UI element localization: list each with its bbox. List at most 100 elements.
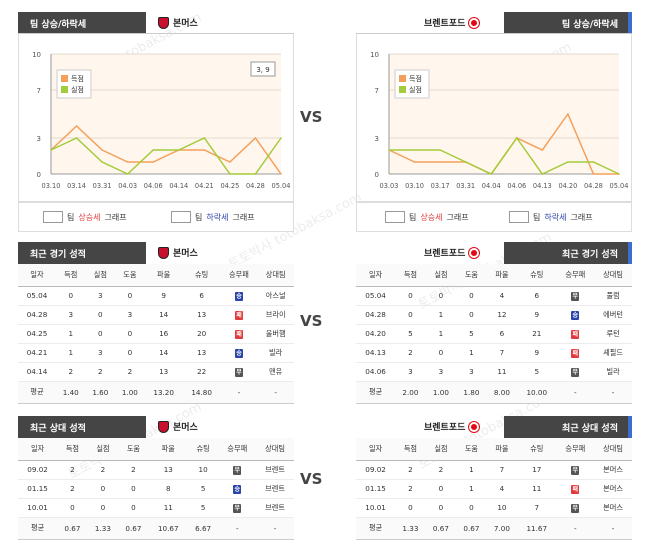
- data-point: [413, 149, 416, 151]
- table-cell: 0: [425, 286, 457, 306]
- line-chart: 0 3 7 10 03.10 03.14 03.31 04.03 04.06 04.14 04.21…: [32, 51, 291, 190]
- column-header: 슈팅: [517, 438, 557, 461]
- average-cell: 1.00: [115, 381, 145, 404]
- average-cell: -: [257, 381, 294, 404]
- line-graph-icon: [171, 211, 191, 223]
- team-name: 본머스: [173, 19, 198, 29]
- column-header: 도움: [118, 438, 149, 461]
- table-row: 09.02 2 2 2 13 10 무 브렌트: [18, 460, 294, 480]
- table-cell: 0: [87, 479, 119, 499]
- team-name: 본머스: [173, 423, 198, 433]
- x-tick-label: 04.04: [482, 182, 501, 190]
- table-cell: 3: [55, 305, 86, 325]
- column-header: 슈팅: [187, 438, 219, 461]
- data-point: [50, 149, 52, 151]
- table-cell: 2: [395, 343, 426, 363]
- table-cell: 05.04: [18, 286, 56, 306]
- chart-legend-bar: 팀 상승세 그래프 팀 하락세 그래프: [356, 202, 632, 232]
- header-tab: 최근 상대 성적: [504, 416, 632, 438]
- result-badge: 무: [571, 291, 580, 301]
- series-line-concede: [50, 137, 282, 175]
- table-cell: 1: [55, 324, 86, 344]
- result-badge: 무: [571, 503, 580, 513]
- table-cell: 3: [425, 362, 457, 382]
- x-tick-label: 04.14: [169, 182, 188, 190]
- rise-graph-toggle[interactable]: 팀 상승세 그래프: [43, 211, 127, 223]
- data-point: [75, 137, 78, 139]
- table-cell: 3: [85, 343, 116, 363]
- result-badge: 승: [234, 291, 243, 301]
- fall-graph-toggle[interactable]: 팀 하락세 그래프: [509, 211, 593, 223]
- average-cell: 10.00: [517, 381, 557, 404]
- x-tick-label: 03.17: [431, 182, 450, 190]
- table-cell: 09.02: [356, 460, 396, 480]
- table-cell: 5: [517, 362, 557, 382]
- table-cell: 브라이: [257, 305, 294, 325]
- table-cell: 1: [456, 460, 487, 480]
- table-cell: 에버턴: [594, 305, 632, 325]
- table-cell: 0: [115, 343, 145, 363]
- header-accent: [628, 242, 632, 264]
- panel-header: 브렌트포드 최근 경기 성적: [356, 242, 632, 264]
- table-cell: 2: [87, 460, 119, 480]
- h2h-panel-left: 최근 상대 성적 본머스 일자 득점 실점 도움 파울 슈팅 승무패 상대팀 09.02 2 2 2 1…: [18, 416, 294, 540]
- data-point: [101, 161, 103, 163]
- x-tick-label: 03.31: [456, 182, 475, 190]
- result-badge: 무: [571, 367, 580, 377]
- table-cell: 0: [118, 479, 149, 499]
- table-cell: 13: [182, 305, 221, 325]
- result-cell: 패: [220, 324, 258, 344]
- result-badge: 무: [233, 503, 242, 513]
- column-header: 승무패: [556, 264, 595, 287]
- average-cell: 8.00: [486, 381, 518, 404]
- table-cell: 0: [425, 343, 457, 363]
- brentford-crest-icon: [469, 17, 480, 28]
- data-point: [152, 149, 155, 151]
- average-cell: -: [556, 381, 595, 404]
- header-tab: 팀 상승/하락세: [504, 12, 632, 34]
- y-tick-label: 7: [37, 87, 41, 95]
- result-cell: 패: [556, 343, 595, 363]
- x-tick-label: 05.04: [272, 182, 291, 190]
- rise-graph-toggle[interactable]: 팀 상승세 그래프: [385, 211, 469, 223]
- average-cell: 0.67: [456, 517, 487, 540]
- table-cell: 0: [57, 498, 88, 518]
- team-name: 브렌트포드: [424, 249, 466, 259]
- column-header: 상대팀: [257, 264, 294, 287]
- table-cell: 빌라: [594, 362, 632, 382]
- fall-graph-toggle[interactable]: 팀 하락세 그래프: [171, 211, 255, 223]
- average-cell: 1.33: [87, 517, 119, 540]
- h2h-panel-right: 브렌트포드 최근 상대 성적 일자 득점 실점 도움 파울 슈팅 승무패 상대팀 09.02 2 2…: [356, 416, 632, 540]
- x-tick-label: 03.03: [380, 182, 399, 190]
- average-cell: 1.00: [425, 381, 457, 404]
- column-header: 파울: [148, 438, 188, 461]
- table-cell: 1: [456, 479, 487, 499]
- table-row: 04.13 2 0 1 7 9 패 셰필드: [356, 343, 632, 363]
- stats-table: 일자 득점 실점 도움 파울 슈팅 승무패 상대팀 05.04 0 3 0 9 6 승 아스널 04.28 3 0 3…: [18, 264, 294, 404]
- x-tick-label: 04.20: [558, 182, 577, 190]
- table-cell: 3: [456, 362, 487, 382]
- data-point: [618, 173, 620, 175]
- data-point: [592, 161, 595, 163]
- team-label: 본머스: [158, 420, 198, 433]
- tooltip-text: 3, 9: [256, 66, 269, 74]
- column-header: 일자: [356, 438, 396, 461]
- table-cell: 6: [182, 286, 221, 306]
- header-tab: 최근 상대 성적: [18, 416, 146, 438]
- recent-panel-right: 브렌트포드 최근 경기 성적 일자 득점 실점 도움 파울 슈팅 승무패 상대팀 05.04 0 0…: [356, 242, 632, 404]
- data-point: [541, 149, 544, 151]
- column-header: 승무패: [220, 264, 258, 287]
- average-label: 평균: [356, 381, 396, 404]
- table-cell: 9: [517, 305, 557, 325]
- table-row: 04.20 5 1 5 6 21 패 루턴: [356, 324, 632, 344]
- table-cell: 4: [486, 479, 518, 499]
- data-point: [515, 137, 518, 139]
- table-cell: 10.01: [356, 498, 396, 518]
- column-header: 상대팀: [594, 264, 632, 287]
- data-point: [464, 161, 467, 163]
- table-cell: 04.20: [356, 324, 396, 344]
- table-cell: 0: [425, 479, 457, 499]
- table-row: 10.01 0 0 0 10 7 무 본머스: [356, 498, 632, 518]
- average-cell: 7.00: [486, 517, 518, 540]
- data-point: [567, 161, 569, 163]
